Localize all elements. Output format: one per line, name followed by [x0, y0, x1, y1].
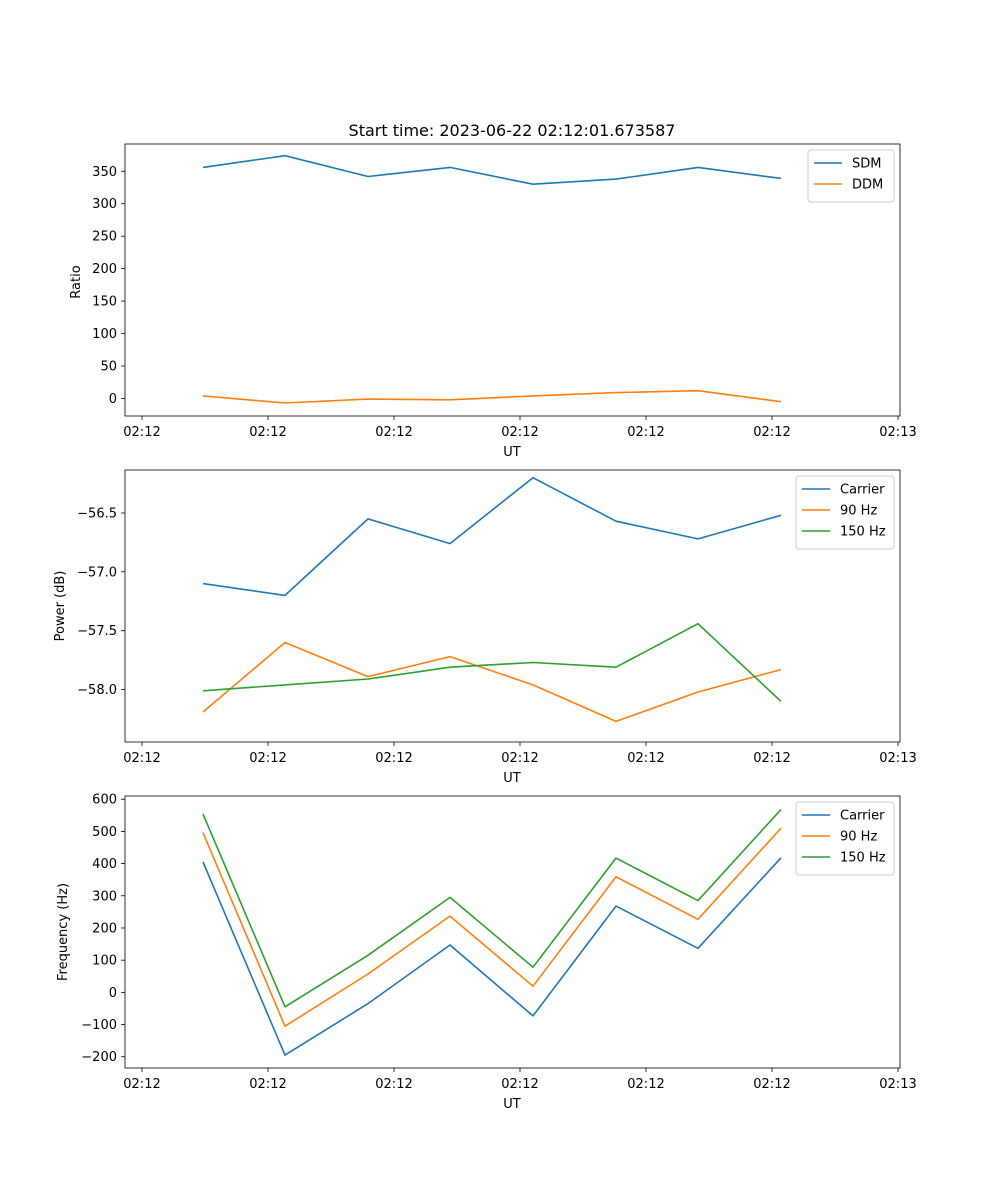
- x-tick-label: 02:12: [375, 425, 412, 440]
- x-tick-label: 02:13: [879, 425, 916, 440]
- legend-label: Carrier: [840, 483, 885, 498]
- plot-frame: [124, 469, 901, 743]
- legend-label: 90 Hz: [840, 830, 877, 845]
- series-line-carrier: [202, 476, 782, 597]
- x-tick-label: 02:12: [627, 751, 664, 766]
- x-tick-label: 02:12: [627, 425, 664, 440]
- x-tick-label: 02:13: [879, 751, 916, 766]
- legend-label: Carrier: [840, 809, 885, 824]
- x-tick-label: 02:12: [753, 751, 790, 766]
- x-tick-label: 02:12: [375, 1077, 412, 1092]
- y-tick-label: 300: [92, 889, 117, 904]
- y-tick-label: 350: [92, 165, 117, 180]
- y-tick-label: −57.5: [77, 624, 117, 639]
- x-tick-label: 02:12: [249, 751, 286, 766]
- y-tick-label: 0: [109, 392, 117, 407]
- series-line-sdm: [202, 154, 782, 185]
- y-tick-label: 250: [92, 230, 117, 245]
- x-tick-label: 02:13: [879, 1077, 916, 1092]
- series-line-150-hz: [202, 808, 782, 1008]
- y-tick-label: 150: [92, 295, 117, 310]
- y-axis-label: Power (dB): [53, 571, 68, 642]
- x-tick-label: 02:12: [123, 425, 160, 440]
- chart-title: Start time: 2023-06-22 02:12:01.673587: [349, 121, 676, 140]
- legend-label: DDM: [852, 178, 883, 193]
- x-tick-label: 02:12: [123, 1077, 160, 1092]
- plot-frame: [124, 795, 901, 1069]
- y-tick-label: 50: [100, 360, 117, 375]
- x-tick-label: 02:12: [249, 425, 286, 440]
- series-line-ddm: [202, 389, 782, 404]
- y-tick-label: −56.5: [77, 506, 117, 521]
- series-line-150-hz: [202, 622, 782, 702]
- x-tick-label: 02:12: [249, 1077, 286, 1092]
- series-line-carrier: [202, 857, 782, 1056]
- y-axis-label: Frequency (Hz): [56, 883, 71, 981]
- series-line-90-hz: [202, 641, 782, 723]
- x-tick-label: 02:12: [753, 425, 790, 440]
- panel-ratio: UT Ratio 02:12 02:12 02:12 02:12 02:12 02:12 0…: [69, 143, 917, 460]
- panel-power: UT Power (dB) 02:12 02:12 02:12 02:12 02:12 0…: [53, 469, 917, 786]
- x-tick-label: 02:12: [501, 1077, 538, 1092]
- panel-frequency: UT Frequency (Hz) 02:12 02:12 02:12 02:12 02…: [56, 793, 917, 1112]
- x-axis-label: UT: [503, 771, 521, 786]
- y-tick-label: 400: [92, 857, 117, 872]
- y-tick-label: −100: [81, 1018, 117, 1033]
- x-tick-label: 02:12: [501, 751, 538, 766]
- y-tick-label: 200: [92, 921, 117, 936]
- legend-label: 150 Hz: [840, 851, 886, 866]
- y-tick-label: 600: [92, 793, 117, 808]
- legend-label: 150 Hz: [840, 525, 886, 540]
- y-tick-label: −58.0: [77, 683, 117, 698]
- y-tick-label: 100: [92, 954, 117, 969]
- x-axis-label: UT: [503, 1097, 521, 1112]
- y-tick-label: −57.0: [77, 565, 117, 580]
- y-tick-label: 500: [92, 825, 117, 840]
- x-tick-label: 02:12: [627, 1077, 664, 1092]
- y-axis-label: Ratio: [69, 265, 84, 298]
- series-line-90-hz: [202, 827, 782, 1027]
- plot-frame: [124, 143, 901, 417]
- legend-label: SDM: [852, 157, 881, 172]
- x-tick-label: 02:12: [753, 1077, 790, 1092]
- legend-label: 90 Hz: [840, 504, 877, 519]
- x-tick-label: 02:12: [375, 751, 412, 766]
- x-axis-label: UT: [503, 445, 521, 460]
- y-tick-label: 300: [92, 197, 117, 212]
- y-tick-label: 100: [92, 327, 117, 342]
- y-tick-label: −200: [81, 1050, 117, 1065]
- y-tick-label: 0: [109, 986, 117, 1001]
- x-tick-label: 02:12: [123, 751, 160, 766]
- y-tick-label: 200: [92, 262, 117, 277]
- x-tick-label: 02:12: [501, 425, 538, 440]
